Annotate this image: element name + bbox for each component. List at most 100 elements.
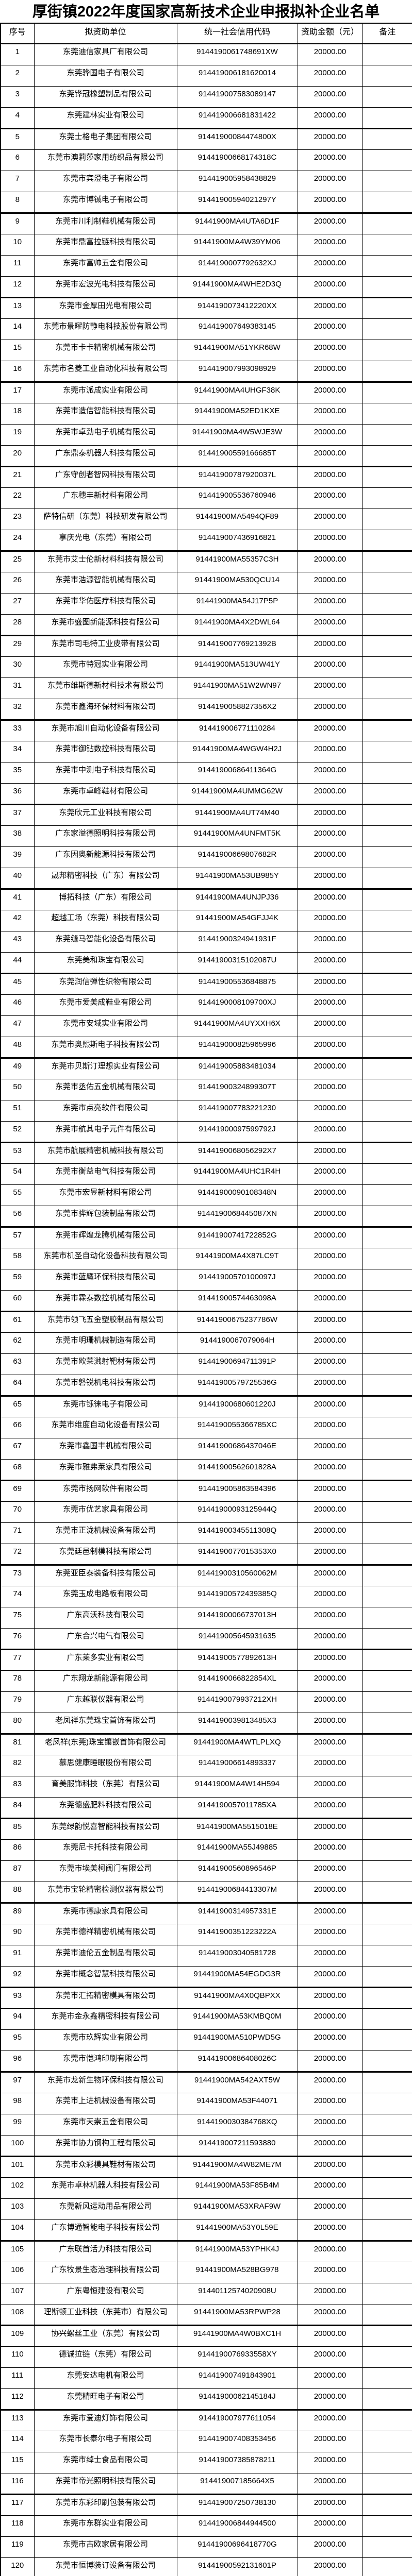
cell-credit-code: 9144190057011785XA — [176, 1797, 298, 1819]
cell-no: 53 — [0, 1141, 35, 1164]
cell-company: 萨特信研（东莞）科技研发有限公司 — [34, 508, 177, 530]
cell-remark — [362, 1881, 412, 1903]
cell-amount: 20000.00 — [297, 445, 363, 467]
table-row: 67 东莞市鑫国丰机械有限公司 91441900686437046E 20000.00 — [0, 1437, 412, 1460]
cell-remark — [362, 1733, 412, 1755]
cell-remark — [362, 1606, 412, 1629]
cell-remark — [362, 1015, 412, 1037]
cell-remark — [362, 614, 412, 636]
cell-amount: 20000.00 — [297, 2324, 363, 2347]
cell-no: 43 — [0, 930, 35, 953]
cell-credit-code: 914419007385878211 — [176, 2451, 298, 2473]
header-cell-credit-code: 统一社会信用代码 — [176, 23, 298, 44]
cell-company: 东莞市概念智慧科技有限公司 — [34, 1965, 177, 1988]
cell-credit-code: 9144190008109700XJ — [176, 994, 298, 1016]
cell-credit-code: 91441900314957331E — [176, 1902, 298, 1924]
cell-credit-code: 914419006181620014 — [176, 64, 298, 87]
cell-remark — [362, 1099, 412, 1122]
cell-no: 111 — [0, 2367, 35, 2389]
cell-remark — [362, 930, 412, 953]
table-row: 5 东莞士格电子集团有限公司 91441900084474800X 20000.00 — [0, 127, 412, 150]
cell-company: 东莞士格电子集团有限公司 — [34, 127, 177, 150]
cell-company: 东莞市埃美柯阀门有限公司 — [34, 1860, 177, 1882]
cell-remark — [362, 255, 412, 277]
cell-remark — [362, 1585, 412, 1607]
cell-company: 东莞市机圣自动化设备科技有限公司 — [34, 1247, 177, 1269]
cell-no: 98 — [0, 2092, 35, 2114]
cell-credit-code: 91441900668174318C — [176, 149, 298, 171]
cell-remark — [362, 1374, 412, 1396]
cell-no: 90 — [0, 1923, 35, 1945]
cell-company: 东莞市维度自动化设备有限公司 — [34, 1416, 177, 1438]
table-row: 37 东莞欣元工业科技有限公司 91441900MA4UT74M40 20000.00 — [0, 803, 412, 826]
cell-credit-code: 91441900MA4W0BXC1H — [176, 2324, 298, 2347]
cell-remark — [362, 2430, 412, 2452]
cell-no: 91 — [0, 1944, 35, 1967]
cell-remark — [362, 972, 412, 995]
cell-credit-code: 91441900MA4X0QBPXX — [176, 1986, 298, 2009]
cell-credit-code: 91441900MA5515018E — [176, 1817, 298, 1840]
cell-company: 东莞市正泷机械设备有限公司 — [34, 1522, 177, 1544]
cell-remark — [362, 2008, 412, 2030]
cell-company: 东莞市景曜防静电科技股份有限公司 — [34, 318, 177, 340]
cell-company: 东莞市宝轮精密检测仪器有限公司 — [34, 1881, 177, 1903]
cell-amount: 20000.00 — [297, 64, 363, 87]
cell-no: 41 — [0, 888, 35, 910]
cell-amount: 20000.00 — [297, 550, 363, 572]
table-row: 61 东莞市领飞五金塑胶制品有限公司 91441900675237786W 20000… — [0, 1310, 412, 1333]
cell-amount: 20000.00 — [297, 2346, 363, 2368]
table-row: 24 享庆光电（东莞）有限公司 914419007436916821 20000.00 — [0, 529, 412, 551]
cell-remark — [362, 1902, 412, 1924]
cell-company: 东莞市德康家具有限公司 — [34, 1902, 177, 1924]
cell-credit-code: 914419005536760946 — [176, 487, 298, 509]
table-row: 95 东莞市玖辉实业有限公司 91441900MA510PWD5G 20000.00 — [0, 2029, 412, 2051]
cell-no: 17 — [0, 381, 35, 403]
cell-no: 71 — [0, 1522, 35, 1544]
cell-no: 56 — [0, 1205, 35, 1227]
cell-no: 33 — [0, 719, 35, 741]
cell-credit-code: 9144190077015353X0 — [176, 1543, 298, 1565]
cell-remark — [362, 1691, 412, 1713]
cell-amount: 20000.00 — [297, 1860, 363, 1882]
cell-company: 广东莱多实业有限公司 — [34, 1648, 177, 1671]
cell-no: 5 — [0, 127, 35, 150]
cell-remark — [362, 1437, 412, 1460]
cell-amount: 20000.00 — [297, 2134, 363, 2157]
cell-company: 广东因奥新能源科技有限公司 — [34, 846, 177, 868]
cell-company: 东莞市安域实业有限公司 — [34, 1015, 177, 1037]
cell-credit-code: 91441900351223222A — [176, 1923, 298, 1945]
cell-no: 99 — [0, 2113, 35, 2136]
cell-company: 东莞市司毛特工业皮带有限公司 — [34, 634, 177, 657]
cell-amount: 20000.00 — [297, 2388, 363, 2410]
cell-remark — [362, 1839, 412, 1861]
cell-no: 112 — [0, 2388, 35, 2410]
cell-credit-code: 9144190079937212XH — [176, 1691, 298, 1713]
cell-credit-code: 91441900062145184J — [176, 2388, 298, 2410]
cell-credit-code: 914419007783221230 — [176, 1099, 298, 1122]
cell-no: 29 — [0, 634, 35, 657]
table-row: 11 东莞市富帅五金有限公司 9144190007792632XJ 20000.00 — [0, 255, 412, 277]
cell-credit-code: 91441900MA4WTLPLXQ — [176, 1733, 298, 1755]
cell-remark — [362, 1332, 412, 1354]
cell-no: 74 — [0, 1585, 35, 1607]
cell-no: 3 — [0, 86, 35, 108]
table-row: 31 东莞市维斯德新材料技术有限公司 91441900MA51W2WN97 20000… — [0, 677, 412, 699]
cell-remark — [362, 2282, 412, 2304]
cell-no: 83 — [0, 1775, 35, 1798]
table-row: 56 东莞市骅辉包装制品有限公司 9144190068445087XN 20000.0… — [0, 1205, 412, 1227]
cell-company: 东莞市特冠实业有限公司 — [34, 656, 177, 678]
cell-credit-code: 91441900093125944Q — [176, 1501, 298, 1523]
cell-amount: 20000.00 — [297, 2092, 363, 2114]
cell-amount: 20000.00 — [297, 2261, 363, 2283]
cell-credit-code: 914419007649383145 — [176, 318, 298, 340]
cell-company: 东莞市奥熙斯电子科技有限公司 — [34, 1036, 177, 1058]
cell-amount: 20000.00 — [297, 719, 363, 741]
cell-amount: 20000.00 — [297, 803, 363, 826]
cell-company: 东莞市丞佑五金机械有限公司 — [34, 1078, 177, 1100]
cell-no: 52 — [0, 1121, 35, 1143]
cell-amount: 20000.00 — [297, 1923, 363, 1945]
table-row: 100 东莞市协力钢构工程有限公司 914419007211593880 20000.… — [0, 2134, 412, 2157]
cell-credit-code: 91441900MA4X87LC9T — [176, 1247, 298, 1269]
cell-no: 115 — [0, 2451, 35, 2473]
cell-company: 东莞市艾士伦新材料科技有限公司 — [34, 550, 177, 572]
